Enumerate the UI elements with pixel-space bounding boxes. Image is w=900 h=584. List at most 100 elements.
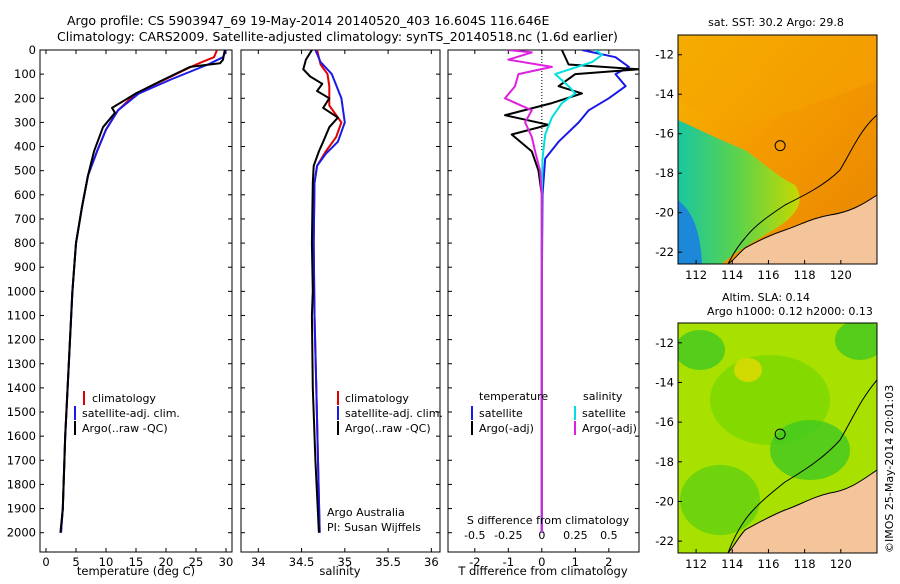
temperature-panel: 0100200300400500600700800900100011001200… xyxy=(7,43,234,578)
difference-legend: temperature salinity satellite Argo(-adj… xyxy=(471,390,637,435)
salinity-plot-frame xyxy=(240,49,441,553)
x-tick-label: 10 xyxy=(99,555,114,569)
sst-map-title: sat. SST: 30.2 Argo: 29.8 xyxy=(708,16,844,29)
sst-map-frame xyxy=(677,34,878,265)
depth-tick-label: 300 xyxy=(14,115,36,129)
depth-tick-label: 2000 xyxy=(7,526,36,540)
temperature-x-label: temperature (deg C) xyxy=(77,564,195,578)
lon-tick-label: 118 xyxy=(794,268,816,282)
temperature-plot-frame xyxy=(39,49,233,553)
x-tick-label: 0 xyxy=(42,555,49,569)
legend-label-argo: Argo(..raw -QC) xyxy=(82,422,168,435)
series-line-argo-raw-qc- xyxy=(302,50,339,533)
x-tick-label: 2 xyxy=(605,555,612,569)
sla-map: Altim. SLA: 0.14 Argo h1000: 0.12 h2000:… xyxy=(655,291,878,571)
legend-label-climatology: climatology xyxy=(345,392,409,405)
legend-label-s-argo: Argo(-adj) xyxy=(582,422,637,435)
sst-argo-marker xyxy=(774,140,786,152)
sst-map-axes: 112 114 116 118 120 -12 -14 -16 -18 -20 -22 xyxy=(655,48,852,282)
series-line-argo-raw-qc- xyxy=(59,50,226,533)
difference-plot-frame xyxy=(447,49,640,553)
x-tick-label: 15 xyxy=(129,555,144,569)
depth-tick-label: 1000 xyxy=(7,284,36,298)
sst-map: sat. SST: 30.2 Argo: 29.8 112 114 116 118 12… xyxy=(655,16,878,282)
lat-tick-label: -12 xyxy=(655,336,674,350)
depth-tick-label: 200 xyxy=(14,91,36,105)
s-difference-tick-label: 0.25 xyxy=(563,529,588,542)
s-difference-x-label: S difference from climatology xyxy=(467,514,630,527)
sla-field xyxy=(678,323,877,553)
depth-tick-label: 1100 xyxy=(7,308,36,322)
lon-tick-label: 120 xyxy=(830,557,852,571)
s-difference-tick-label: -0.5 xyxy=(464,529,485,542)
x-tick-label: 20 xyxy=(159,555,174,569)
lat-tick-label: -20 xyxy=(655,206,674,220)
legend-label-t-argo: Argo(-adj) xyxy=(479,422,534,435)
difference-series xyxy=(504,50,639,533)
lat-tick-label: -14 xyxy=(655,375,674,389)
depth-tick-label: 500 xyxy=(14,164,36,178)
series-line-satellite-adj-clim- xyxy=(312,50,346,533)
legend-label-s-satellite: satellite xyxy=(582,407,626,420)
lon-tick-label: 112 xyxy=(685,268,707,282)
s-difference-tick-label: 0.5 xyxy=(600,529,618,542)
lon-tick-label: 112 xyxy=(685,557,707,571)
x-tick-label: -1 xyxy=(503,555,514,569)
legend-title-salinity: salinity xyxy=(583,390,623,403)
sla-map-subtitle: Argo h1000: 0.12 h2000: 0.13 xyxy=(707,305,873,318)
lat-tick-label: -16 xyxy=(655,127,674,141)
t-difference-x-label: T difference from climatology xyxy=(457,564,628,578)
s-difference-tick-label: -0.25 xyxy=(494,529,522,542)
series-line-s-satellite xyxy=(540,50,604,533)
sla-coastline xyxy=(727,469,877,553)
legend-label-satellite: satellite-adj. clim. xyxy=(82,407,180,420)
x-tick-label: 25 xyxy=(189,555,204,569)
sla-argo-marker xyxy=(774,428,786,440)
temperature-x-axis: 0 5 10 15 20 25 30 xyxy=(42,50,233,569)
lat-tick-label: -22 xyxy=(655,534,674,548)
x-tick-label: 34 xyxy=(251,555,266,569)
salinity-series xyxy=(302,50,346,533)
sst-cool-region xyxy=(678,120,800,264)
sla-warm-spot xyxy=(734,358,762,382)
depth-tick-label: 1300 xyxy=(7,357,36,371)
salinity-legend: climatology satellite-adj. clim. Argo(..… xyxy=(337,391,443,435)
lat-tick-label: -20 xyxy=(655,494,674,508)
depth-tick-label: 400 xyxy=(14,140,36,154)
lat-tick-label: -16 xyxy=(655,415,674,429)
temperature-legend: climatology satellite-adj. clim. Argo(..… xyxy=(74,391,180,435)
sla-map-axes: 112 114 116 118 120 -12 -14 -16 -18 -20 -22 xyxy=(655,336,852,571)
x-tick-label: 5 xyxy=(72,555,79,569)
sla-blob xyxy=(770,420,850,480)
sla-bathymetry-contour xyxy=(727,379,877,553)
salinity-depth-ticks xyxy=(241,49,440,534)
header-line-1: Argo profile: CS 5903947_69 19-May-2014 … xyxy=(67,13,550,28)
legend-label-argo: Argo(..raw -QC) xyxy=(345,422,431,435)
x-tick-label: 0 xyxy=(538,555,545,569)
sla-map-title: Altim. SLA: 0.14 xyxy=(722,291,810,304)
lat-tick-label: -18 xyxy=(655,455,674,469)
depth-tick-label: 1500 xyxy=(7,405,36,419)
depth-tick-label: 1200 xyxy=(7,333,36,347)
sst-bathymetry-contour xyxy=(727,114,877,264)
series-line-s-argo-adj- xyxy=(504,50,553,533)
series-line-satellite-adj-clim- xyxy=(60,50,227,533)
header-line-2: Climatology: CARS2009. Satellite-adjuste… xyxy=(57,29,618,44)
legend-label-climatology: climatology xyxy=(92,392,156,405)
depth-tick-label: 700 xyxy=(14,212,36,226)
sla-blob xyxy=(835,323,877,360)
sst-cold-corner xyxy=(678,200,702,264)
s-difference-tick-label: 0 xyxy=(538,529,545,542)
sst-field xyxy=(678,35,877,264)
sst-warm-band xyxy=(678,35,877,122)
lat-tick-label: -14 xyxy=(655,87,674,101)
temperature-series xyxy=(59,50,227,533)
depth-tick-label: 800 xyxy=(14,236,36,250)
x-tick-label: 35 xyxy=(338,555,353,569)
lon-tick-label: 118 xyxy=(794,557,816,571)
x-tick-label: 30 xyxy=(219,555,234,569)
lat-tick-label: -22 xyxy=(655,245,674,259)
sst-land xyxy=(728,195,877,264)
series-line-t-satellite xyxy=(540,50,630,533)
